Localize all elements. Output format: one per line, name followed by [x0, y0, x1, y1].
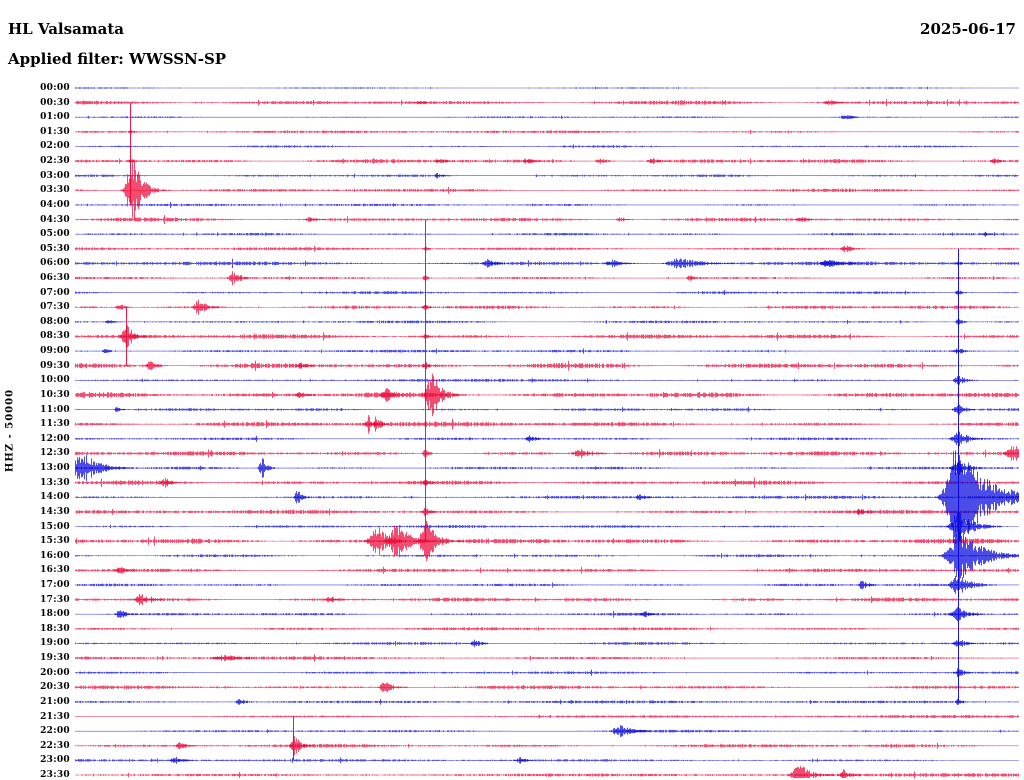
time-label: 09:00 [40, 346, 70, 357]
channel-scale-label: HHZ - 50000 [4, 388, 16, 473]
time-label: 17:00 [40, 579, 70, 590]
time-label: 21:30 [40, 711, 70, 722]
filter-label: Applied filter: WWSSN-SP [8, 50, 227, 68]
time-label: 18:00 [40, 609, 70, 620]
time-label: 06:30 [40, 273, 70, 284]
time-label: 10:30 [40, 389, 70, 400]
time-label: 01:00 [40, 112, 70, 123]
time-label: 00:00 [40, 83, 70, 93]
time-label: 04:30 [40, 214, 70, 225]
time-label: 14:00 [40, 492, 70, 503]
time-label: 20:30 [40, 682, 70, 693]
time-label: 18:30 [40, 623, 70, 634]
time-label: 20:00 [40, 667, 70, 678]
time-label: 15:30 [40, 536, 70, 547]
time-label: 05:00 [40, 229, 70, 240]
time-label: 08:30 [40, 331, 70, 342]
time-label: 22:00 [40, 726, 70, 737]
time-label: 07:00 [40, 287, 70, 298]
time-label: 19:00 [40, 638, 70, 649]
time-label: 11:30 [40, 419, 70, 430]
time-label: 01:30 [40, 126, 70, 137]
time-label: 13:00 [40, 463, 70, 474]
time-label: 12:00 [40, 433, 70, 444]
date-label: 2025-06-17 [920, 20, 1016, 38]
time-label: 19:30 [40, 653, 70, 664]
time-label: 02:30 [40, 156, 70, 167]
time-label: 06:00 [40, 258, 70, 269]
time-label: 04:00 [40, 199, 70, 210]
time-label: 02:00 [40, 141, 70, 152]
time-label: 09:30 [40, 360, 70, 371]
time-label: 03:00 [40, 170, 70, 181]
time-label: 21:00 [40, 696, 70, 707]
time-label: 16:00 [40, 550, 70, 561]
time-label: 17:30 [40, 594, 70, 605]
time-label: 12:30 [40, 448, 70, 459]
time-label: 05:30 [40, 243, 70, 254]
time-label: 13:30 [40, 477, 70, 488]
time-label: 08:00 [40, 316, 70, 327]
time-label: 23:30 [40, 769, 70, 780]
time-label: 14:30 [40, 506, 70, 517]
time-label: 22:30 [40, 740, 70, 751]
time-label: 07:30 [40, 302, 70, 313]
time-label: 16:30 [40, 565, 70, 576]
time-label: 15:00 [40, 521, 70, 532]
time-label: 23:00 [40, 755, 70, 766]
time-label: 03:30 [40, 185, 70, 196]
station-title: HL Valsamata [8, 20, 125, 38]
time-label: 10:00 [40, 375, 70, 386]
time-label: 00:30 [40, 97, 70, 108]
time-label: 11:00 [40, 404, 70, 415]
